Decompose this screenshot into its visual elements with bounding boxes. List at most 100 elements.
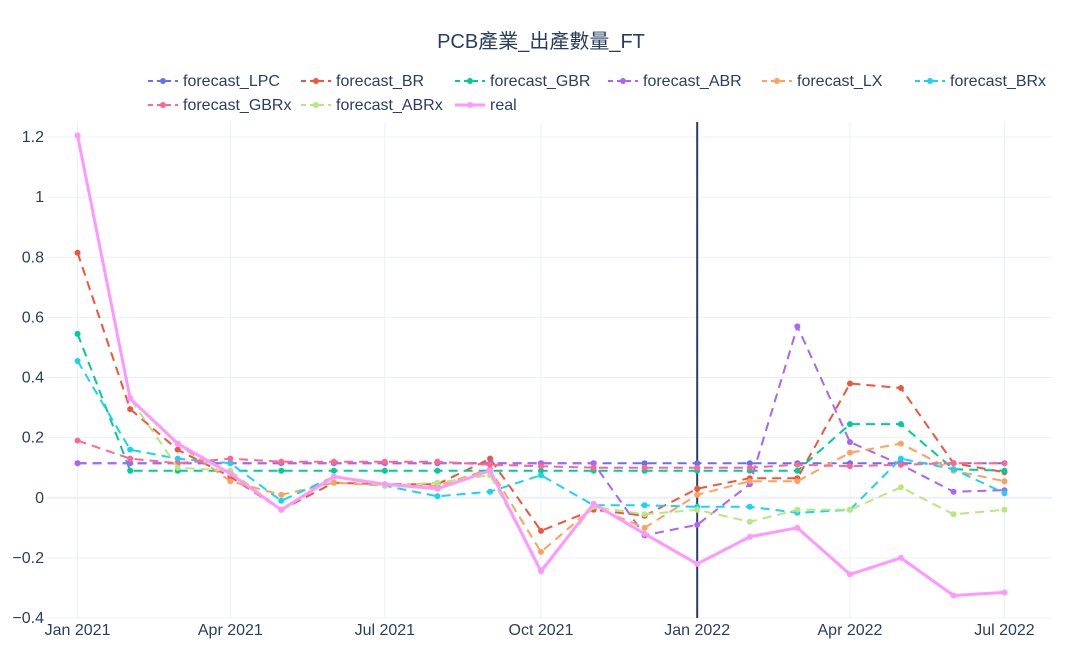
- data-point[interactable]: [330, 473, 337, 480]
- data-point[interactable]: [174, 455, 181, 462]
- data-point[interactable]: [74, 330, 81, 337]
- data-point[interactable]: [846, 463, 853, 470]
- legend[interactable]: forecast_LPC forecast_BR forecast_GBR forec…: [148, 73, 1046, 114]
- data-point[interactable]: [590, 464, 597, 471]
- legend-item-forecast_BR[interactable]: forecast_BR: [301, 73, 424, 90]
- data-point[interactable]: [794, 524, 801, 531]
- data-point[interactable]: [950, 460, 957, 467]
- data-point[interactable]: [641, 464, 648, 471]
- data-point[interactable]: [746, 503, 753, 510]
- data-point[interactable]: [950, 488, 957, 495]
- data-point[interactable]: [278, 506, 285, 513]
- data-point[interactable]: [746, 478, 753, 485]
- data-point[interactable]: [487, 455, 494, 462]
- data-point[interactable]: [694, 506, 701, 513]
- data-point[interactable]: [1001, 478, 1008, 485]
- data-point[interactable]: [174, 440, 181, 447]
- legend-item-forecast_BRx[interactable]: forecast_BRx: [915, 73, 1046, 90]
- data-point[interactable]: [434, 458, 441, 465]
- data-point[interactable]: [950, 466, 957, 473]
- data-point[interactable]: [897, 421, 904, 428]
- data-point[interactable]: [74, 249, 81, 256]
- data-point[interactable]: [174, 446, 181, 453]
- legend-item-forecast_LX[interactable]: forecast_LX: [762, 73, 883, 90]
- legend-item-forecast_GBRx[interactable]: forecast_GBRx: [148, 97, 291, 114]
- data-point[interactable]: [641, 530, 648, 537]
- data-point[interactable]: [694, 485, 701, 492]
- legend-item-forecast_ABRx[interactable]: forecast_ABRx: [301, 97, 443, 114]
- data-point[interactable]: [538, 527, 545, 534]
- data-point[interactable]: [897, 455, 904, 462]
- data-point[interactable]: [538, 568, 545, 575]
- data-point[interactable]: [1001, 506, 1008, 513]
- data-point[interactable]: [538, 472, 545, 479]
- data-point[interactable]: [641, 502, 648, 509]
- data-point[interactable]: [794, 323, 801, 330]
- data-point[interactable]: [950, 592, 957, 599]
- data-point[interactable]: [897, 385, 904, 392]
- data-point[interactable]: [897, 484, 904, 491]
- data-point[interactable]: [227, 470, 234, 477]
- data-point[interactable]: [694, 521, 701, 528]
- data-point[interactable]: [590, 500, 597, 507]
- legend-item-forecast_GBR[interactable]: forecast_GBR: [455, 73, 590, 90]
- legend-item-forecast_ABR[interactable]: forecast_ABR: [608, 73, 742, 90]
- data-point[interactable]: [897, 440, 904, 447]
- data-point[interactable]: [487, 488, 494, 495]
- data-point[interactable]: [846, 571, 853, 578]
- data-point[interactable]: [846, 380, 853, 387]
- data-point[interactable]: [434, 493, 441, 500]
- data-point[interactable]: [897, 554, 904, 561]
- data-point[interactable]: [127, 455, 134, 462]
- data-point[interactable]: [897, 461, 904, 468]
- data-point[interactable]: [227, 478, 234, 485]
- data-point[interactable]: [278, 491, 285, 498]
- data-point[interactable]: [1001, 490, 1008, 497]
- data-point[interactable]: [487, 461, 494, 468]
- data-point[interactable]: [746, 464, 753, 471]
- data-point[interactable]: [227, 455, 234, 462]
- data-point[interactable]: [127, 467, 134, 474]
- data-point[interactable]: [381, 481, 388, 488]
- data-point[interactable]: [746, 460, 753, 467]
- data-point[interactable]: [278, 497, 285, 504]
- data-point[interactable]: [794, 506, 801, 513]
- data-point[interactable]: [694, 460, 701, 467]
- data-point[interactable]: [227, 460, 234, 467]
- data-point[interactable]: [127, 446, 134, 453]
- data-point[interactable]: [1001, 467, 1008, 474]
- data-point[interactable]: [846, 439, 853, 446]
- data-point[interactable]: [434, 485, 441, 492]
- data-point[interactable]: [487, 467, 494, 474]
- data-point[interactable]: [434, 479, 441, 486]
- data-point[interactable]: [846, 506, 853, 513]
- data-point[interactable]: [434, 467, 441, 474]
- data-point[interactable]: [641, 460, 648, 467]
- data-point[interactable]: [381, 467, 388, 474]
- data-point[interactable]: [641, 524, 648, 531]
- data-point[interactable]: [127, 460, 134, 467]
- data-point[interactable]: [694, 560, 701, 567]
- data-point[interactable]: [330, 467, 337, 474]
- legend-item-real[interactable]: real: [455, 97, 517, 114]
- data-point[interactable]: [641, 511, 648, 518]
- data-point[interactable]: [330, 479, 337, 486]
- data-point[interactable]: [74, 357, 81, 364]
- data-point[interactable]: [590, 460, 597, 467]
- data-point[interactable]: [746, 518, 753, 525]
- data-point[interactable]: [794, 478, 801, 485]
- data-point[interactable]: [950, 511, 957, 518]
- data-point[interactable]: [381, 458, 388, 465]
- data-point[interactable]: [846, 421, 853, 428]
- data-point[interactable]: [794, 461, 801, 468]
- data-point[interactable]: [538, 467, 545, 474]
- data-point[interactable]: [746, 533, 753, 540]
- data-point[interactable]: [278, 458, 285, 465]
- data-point[interactable]: [127, 395, 134, 402]
- data-point[interactable]: [74, 460, 81, 467]
- data-point[interactable]: [278, 467, 285, 474]
- data-point[interactable]: [74, 132, 81, 139]
- data-point[interactable]: [330, 458, 337, 465]
- data-point[interactable]: [174, 464, 181, 471]
- data-point[interactable]: [1001, 460, 1008, 467]
